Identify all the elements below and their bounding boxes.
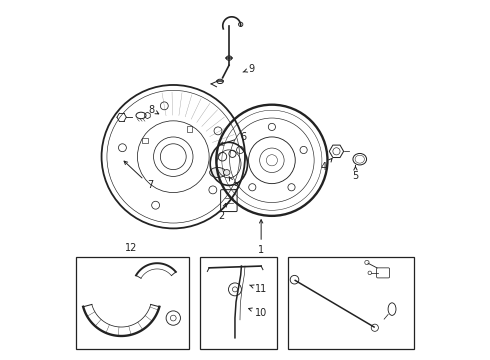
Text: 5: 5	[352, 166, 359, 181]
Text: 8: 8	[148, 105, 159, 115]
Text: 9: 9	[243, 64, 254, 74]
Bar	[143, 138, 148, 143]
Ellipse shape	[210, 167, 226, 177]
Text: 6: 6	[220, 132, 246, 145]
Text: 3: 3	[229, 177, 238, 192]
Bar	[187, 126, 192, 132]
Text: 10: 10	[248, 308, 267, 318]
Text: 2: 2	[219, 203, 226, 221]
Bar	[200, 257, 277, 348]
Bar	[76, 257, 190, 348]
Text: 1: 1	[258, 220, 264, 255]
Text: 7: 7	[124, 161, 153, 190]
Text: 4: 4	[321, 158, 332, 172]
Text: 12: 12	[125, 243, 137, 253]
Bar	[288, 257, 414, 348]
Ellipse shape	[223, 170, 230, 175]
Text: 11: 11	[249, 284, 267, 294]
